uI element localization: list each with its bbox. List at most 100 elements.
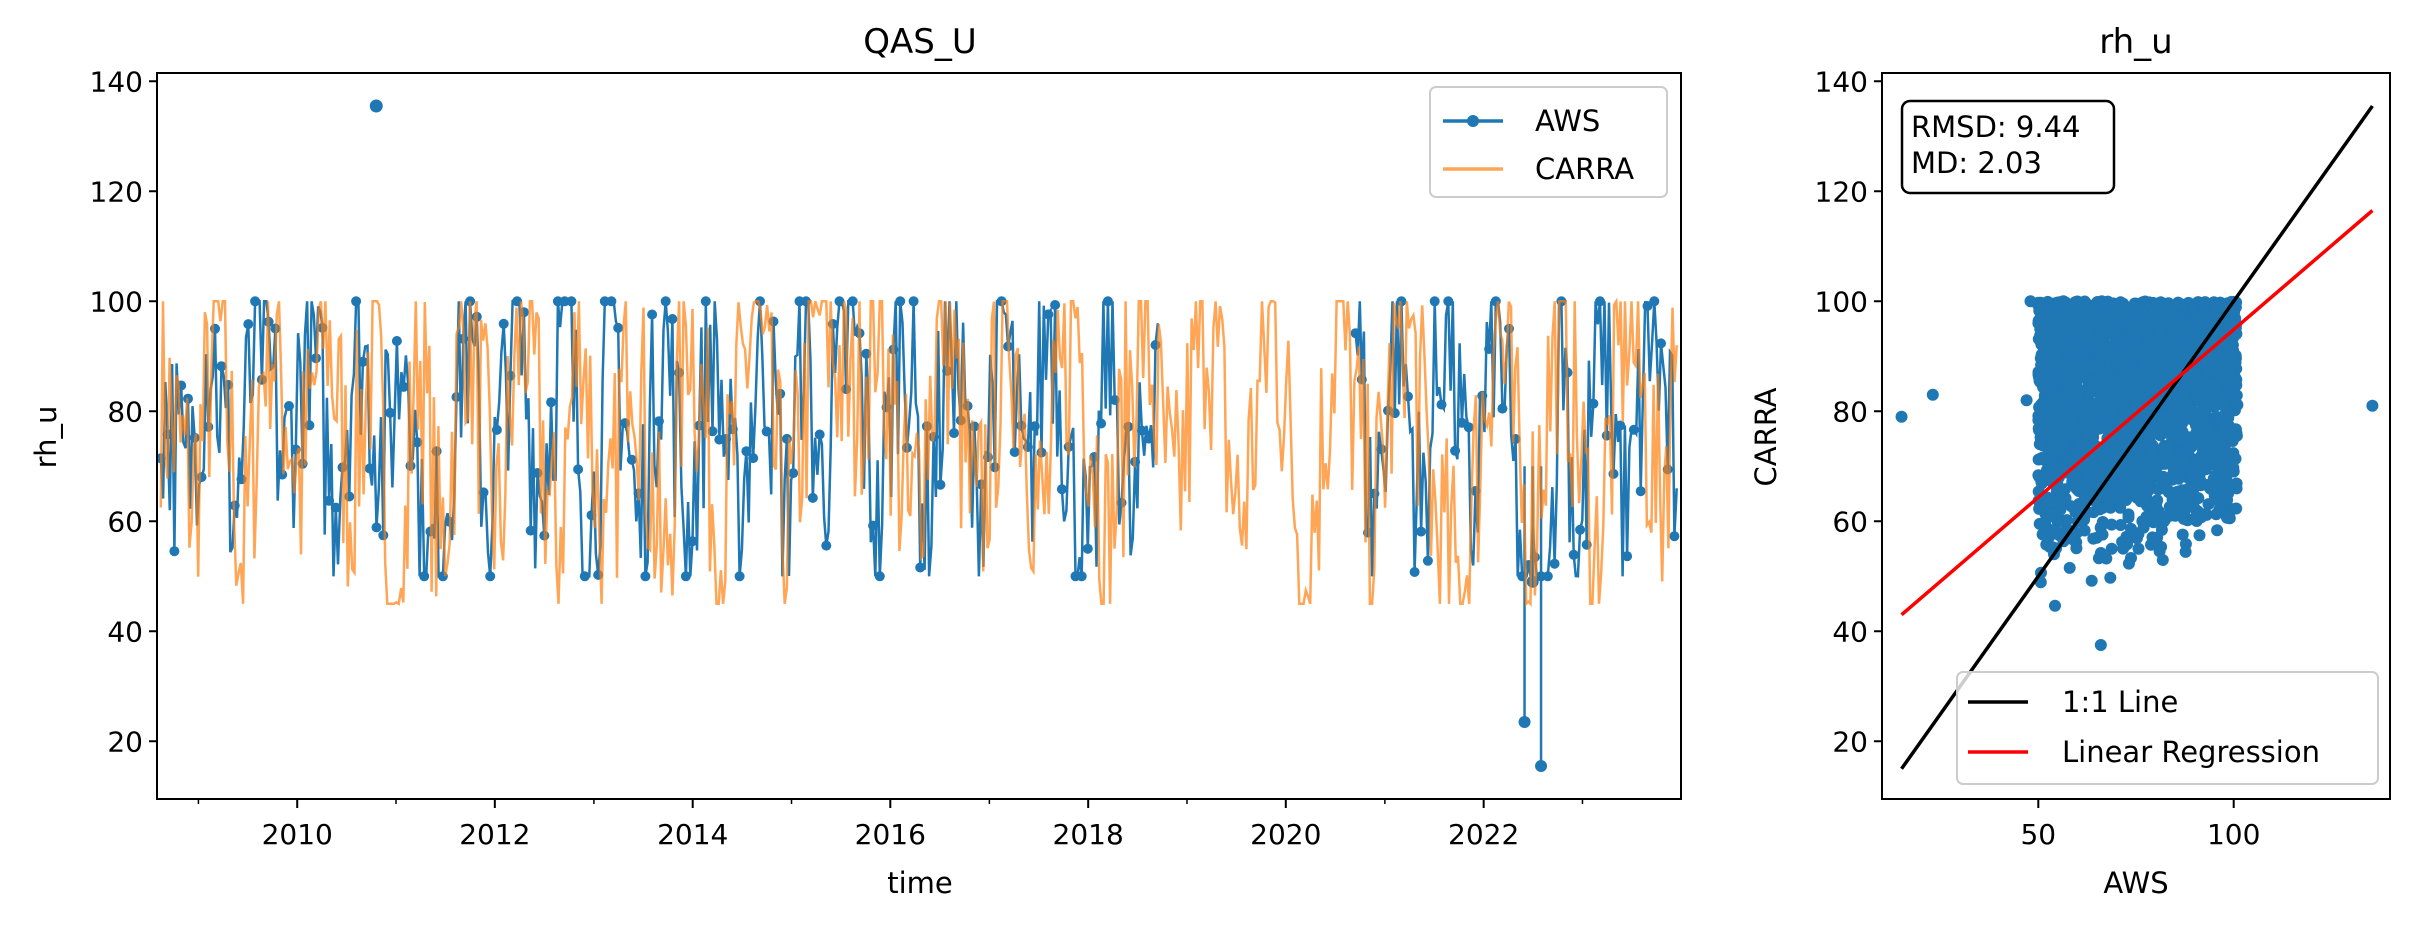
scatter-point bbox=[2080, 458, 2093, 471]
aws-point bbox=[1082, 543, 1093, 554]
aws-point bbox=[1575, 524, 1586, 535]
scatter-point bbox=[2066, 304, 2079, 317]
scatter-point bbox=[2211, 352, 2223, 365]
scatter-point bbox=[2179, 454, 2192, 467]
scatter-point bbox=[2070, 295, 2083, 308]
aws-point bbox=[868, 520, 879, 531]
scatter-point bbox=[2114, 519, 2127, 531]
legend-aws-marker bbox=[1467, 115, 1479, 127]
aws-point bbox=[613, 322, 624, 333]
right-y-tick-label: 20 bbox=[1832, 725, 1868, 758]
scatter-point bbox=[2102, 370, 2114, 383]
aws-point bbox=[667, 314, 678, 324]
aws-point bbox=[915, 562, 926, 573]
aws-point bbox=[284, 401, 294, 411]
scatter-point bbox=[2132, 384, 2145, 397]
scatter-point bbox=[2128, 526, 2141, 539]
aws-point bbox=[1076, 571, 1087, 582]
scatter-point bbox=[2063, 561, 2076, 574]
aws-point bbox=[498, 318, 509, 329]
legend-regression-label: Linear Regression bbox=[2062, 735, 2320, 769]
scatter-point bbox=[2120, 494, 2133, 506]
aws-point bbox=[485, 571, 496, 582]
scatter-point bbox=[2178, 505, 2191, 518]
scatter-point bbox=[2132, 483, 2145, 496]
scatter-point bbox=[2060, 313, 2072, 326]
aws-point bbox=[169, 546, 180, 557]
one-to-one-line bbox=[1900, 104, 2374, 770]
scatter-point bbox=[2104, 406, 2117, 419]
aws-point bbox=[579, 571, 590, 582]
aws-point bbox=[821, 540, 832, 551]
aws-point bbox=[647, 309, 658, 320]
scatter-point bbox=[2230, 482, 2243, 495]
scatter-point bbox=[2173, 327, 2186, 339]
scatter-point bbox=[2130, 337, 2143, 350]
scatter-point bbox=[2067, 534, 2080, 547]
aws-point bbox=[1484, 344, 1495, 354]
aws-point bbox=[1588, 398, 1599, 409]
aws-drop-point bbox=[1535, 760, 1548, 772]
right-legend: 1:1 Line Linear Regression bbox=[1956, 671, 2379, 785]
scatter-point bbox=[2082, 427, 2095, 439]
scatter-point bbox=[2227, 461, 2240, 474]
scatter-outlier-point bbox=[1926, 388, 1939, 401]
scatter-point bbox=[2192, 417, 2205, 430]
scatter-point bbox=[2156, 366, 2169, 379]
scatter-point bbox=[2210, 508, 2223, 521]
scatter-point bbox=[2095, 334, 2108, 347]
scatter-point bbox=[2154, 482, 2167, 495]
scatter-point bbox=[2112, 377, 2125, 390]
scatter-point bbox=[2176, 528, 2189, 541]
aws-point bbox=[1622, 551, 1633, 562]
scatter-point bbox=[2051, 314, 2063, 327]
scatter-point bbox=[2150, 315, 2163, 328]
aws-point bbox=[707, 426, 718, 437]
aws-point bbox=[949, 428, 959, 439]
scatter-point bbox=[2169, 509, 2182, 522]
aws-point bbox=[935, 479, 946, 490]
left-y-tick-label: 20 bbox=[107, 725, 143, 758]
scatter-point bbox=[2132, 542, 2145, 555]
aws-point bbox=[1628, 424, 1639, 435]
scatter-point bbox=[2041, 529, 2054, 542]
aws-line bbox=[1354, 300, 1678, 578]
aws-point bbox=[640, 571, 651, 582]
scatter-point bbox=[2218, 420, 2231, 433]
right-y-tick-label: 40 bbox=[1832, 615, 1868, 648]
aws-point bbox=[573, 464, 584, 475]
right-y-axis-label: CARRA bbox=[1749, 387, 1783, 486]
scatter-point bbox=[2183, 484, 2196, 496]
aws-point bbox=[1376, 444, 1387, 455]
left-x-tick-label: 2012 bbox=[459, 818, 530, 851]
left-x-tick-label: 2022 bbox=[1448, 818, 1519, 851]
scatter-point bbox=[2049, 348, 2062, 361]
scatter-point bbox=[2055, 488, 2068, 501]
aws-point bbox=[491, 424, 502, 435]
scatter-point bbox=[2226, 348, 2239, 361]
scatter-outlier-point bbox=[2020, 394, 2033, 407]
aws-point bbox=[243, 319, 254, 330]
scatter-point bbox=[2160, 457, 2173, 469]
scatter-point bbox=[2121, 363, 2134, 376]
scatter-point bbox=[2066, 329, 2079, 342]
scatter-outlier-point bbox=[1895, 410, 1908, 423]
right-x-tick-label: 100 bbox=[2207, 818, 2260, 851]
scatter-point bbox=[2149, 304, 2162, 317]
scatter-point bbox=[2157, 376, 2170, 389]
scatter-point bbox=[2067, 415, 2080, 428]
right-legend-box bbox=[1956, 671, 2379, 785]
aws-point bbox=[391, 336, 402, 346]
aws-point bbox=[1463, 422, 1474, 433]
scatter-point bbox=[2208, 300, 2220, 313]
scatter-point bbox=[2054, 446, 2066, 458]
scatter-point bbox=[2113, 466, 2126, 479]
scatter-point bbox=[2229, 388, 2242, 401]
aws-point bbox=[566, 296, 577, 307]
aws-point bbox=[419, 571, 430, 582]
scatter-point bbox=[2050, 326, 2063, 339]
aws-point bbox=[788, 468, 799, 479]
scatter-point bbox=[2202, 498, 2215, 511]
